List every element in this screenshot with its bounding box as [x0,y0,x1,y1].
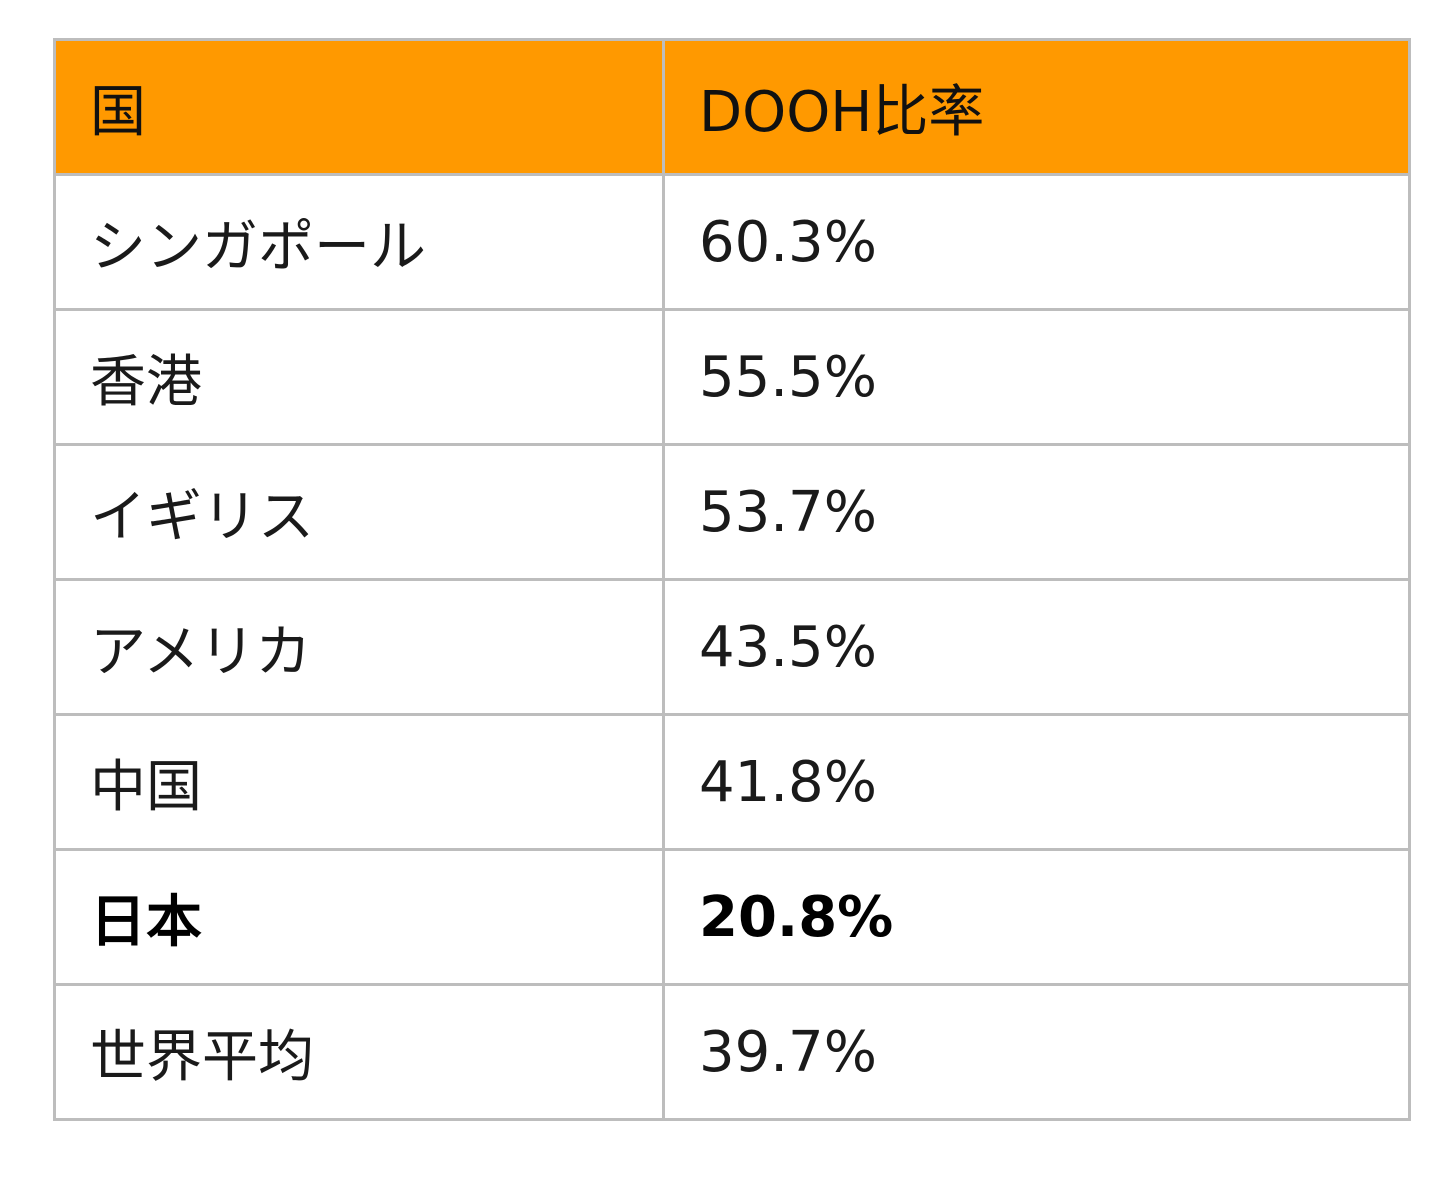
country-cell: イギリス [53,443,665,581]
ratio-cell: 20.8% [662,848,1411,986]
ratio-cell: 55.5% [662,308,1411,446]
ratio-cell: 53.7% [662,443,1411,581]
ratio-cell: 39.7% [662,983,1411,1121]
table-row: 香港 55.5% [53,308,1411,446]
dooh-ratio-table: 国 DOOH比率 シンガポール 60.3% 香港 55.5% イギリス 53.7… [53,38,1411,1121]
ratio-cell: 43.5% [662,578,1411,716]
ratio-cell: 41.8% [662,713,1411,851]
table-row: 中国 41.8% [53,713,1411,851]
ratio-cell: 60.3% [662,173,1411,311]
country-cell: アメリカ [53,578,665,716]
table-row: イギリス 53.7% [53,443,1411,581]
country-cell: 日本 [53,848,665,986]
table-header-row: 国 DOOH比率 [53,38,1411,176]
table-row: シンガポール 60.3% [53,173,1411,311]
dooh-ratio-table-container: 国 DOOH比率 シンガポール 60.3% 香港 55.5% イギリス 53.7… [53,38,1411,1121]
header-country: 国 [53,38,665,176]
country-cell: 世界平均 [53,983,665,1121]
table-row-highlighted: 日本 20.8% [53,848,1411,986]
country-cell: シンガポール [53,173,665,311]
country-cell: 中国 [53,713,665,851]
table-row: 世界平均 39.7% [53,983,1411,1121]
country-cell: 香港 [53,308,665,446]
table-row: アメリカ 43.5% [53,578,1411,716]
header-dooh-ratio: DOOH比率 [662,38,1411,176]
